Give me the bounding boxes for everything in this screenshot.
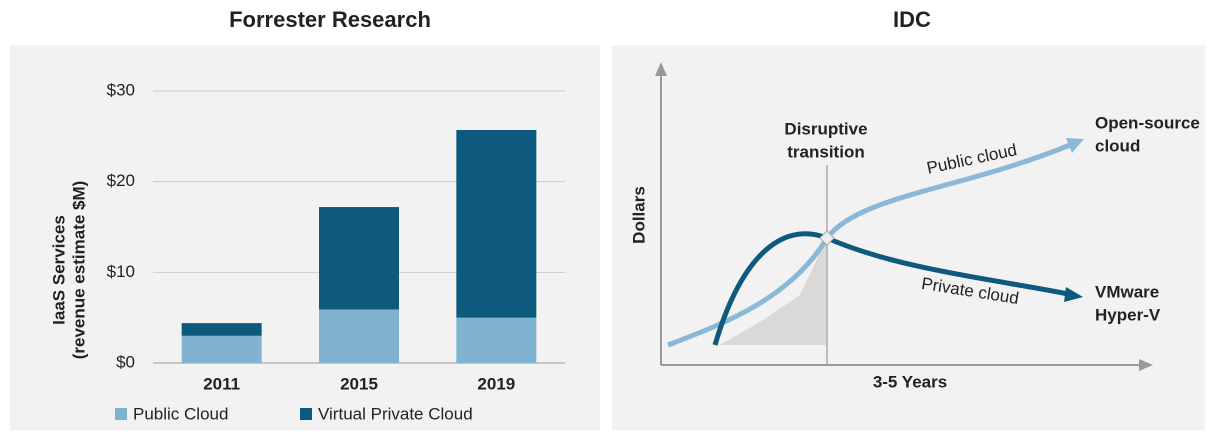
y-axis-label: (revenue estimate $M)	[69, 181, 88, 360]
y-tick-label: $20	[107, 171, 135, 190]
y-tick-label: $10	[107, 262, 135, 281]
bar-segment	[319, 309, 399, 363]
legend-swatch	[115, 408, 127, 420]
annotation: Disruptive	[784, 119, 867, 138]
annotation: Open-source	[1095, 113, 1200, 132]
chart-title: Forrester Research	[229, 7, 431, 32]
y-tick-label: $30	[107, 80, 135, 99]
bar-segment	[181, 335, 262, 363]
arrow	[1066, 138, 1084, 153]
annotation: cloud	[1095, 136, 1140, 155]
legend-swatch	[300, 408, 312, 420]
bar-segment	[319, 207, 399, 310]
x-tick-label: 2011	[203, 374, 240, 393]
y-tick-label: $0	[116, 352, 135, 371]
annotation: transition	[787, 142, 864, 161]
arrow	[1139, 359, 1153, 371]
x-tick-label: 2015	[340, 374, 378, 393]
arrow	[1064, 287, 1083, 302]
annotation: Hyper-V	[1095, 305, 1161, 324]
y-axis-label: Dollars	[629, 186, 648, 244]
intersection	[819, 230, 835, 246]
legend-label: Public Cloud	[133, 404, 228, 423]
x-tick-label: 2019	[477, 374, 515, 393]
bar-segment	[456, 317, 537, 363]
x-axis-label: 3-5 Years	[873, 372, 947, 391]
y-axis-label: IaaS Services	[49, 215, 68, 325]
legend-label: Virtual Private Cloud	[318, 404, 473, 423]
annotation: VMware	[1095, 282, 1159, 301]
arrow	[655, 62, 667, 76]
bar-segment	[181, 323, 262, 336]
shaded-area	[720, 238, 827, 345]
diagram-title: IDC	[893, 7, 931, 32]
bar-segment	[456, 129, 537, 318]
